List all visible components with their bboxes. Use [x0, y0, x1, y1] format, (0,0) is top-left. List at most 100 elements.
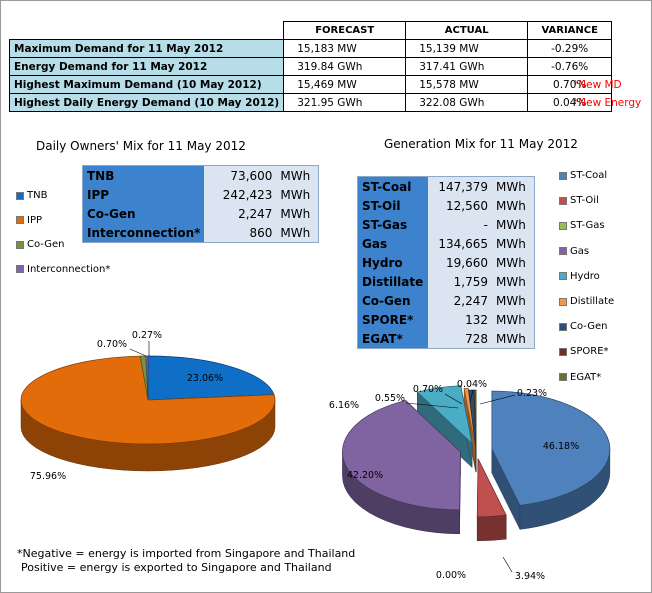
gen-name: ST-Coal — [357, 176, 428, 196]
new-md-note: *New MD — [573, 79, 622, 91]
owners-mix-title: Daily Owners' Mix for 11 May 2012 — [36, 139, 246, 153]
legend-swatch — [559, 297, 567, 306]
legend-swatch — [559, 272, 567, 281]
pie-label-leader — [129, 348, 147, 357]
owner-name: IPP — [82, 185, 205, 204]
pie-data-label: 0.00% — [436, 570, 466, 581]
pie-data-label: 0.55% — [375, 393, 405, 404]
pie-slice — [476, 458, 507, 518]
table-row: Energy Demand for 11 May 2012 319.84 GWh… — [8, 57, 613, 76]
legend-swatch — [559, 171, 567, 180]
legend-swatch — [16, 216, 24, 224]
gen-unit: MWh — [492, 234, 535, 253]
generation-mix-title: Generation Mix for 11 May 2012 — [384, 137, 578, 151]
table-row: Co-Gen 2,247 MWh — [357, 291, 535, 310]
pie-slice — [473, 389, 477, 449]
gen-value: 19,660 — [428, 253, 492, 272]
table-row: ST-Oil 12,560 MWh — [357, 196, 535, 215]
pie-label-leader — [469, 389, 474, 403]
row-label: Highest Maximum Demand (10 May 2012) — [8, 75, 285, 94]
legend-label: ST-Gas — [570, 220, 605, 232]
owner-name: Co-Gen — [82, 204, 205, 223]
pie-data-label: 0.23% — [517, 388, 547, 399]
legend-label: Hydro — [570, 270, 600, 282]
gen-name: ST-Oil — [357, 196, 428, 215]
legend-label: Gas — [570, 245, 590, 257]
pie-data-label: 75.96% — [30, 471, 66, 482]
gen-name: SPORE* — [357, 310, 428, 329]
legend-entry: Distillate — [559, 296, 614, 307]
row-label: Highest Daily Energy Demand (10 May 2012… — [8, 93, 285, 112]
gen-name: Distillate — [357, 272, 428, 291]
table-row: Highest Maximum Demand (10 May 2012) 15,… — [8, 75, 613, 94]
gen-value: 147,379 — [428, 176, 492, 196]
forecast-value: 319.84 GWh — [283, 57, 407, 76]
pie-data-label: 6.16% — [329, 400, 359, 411]
gen-value: 728 — [428, 329, 492, 349]
legend-label: TNB — [27, 190, 48, 201]
legend-entry: TNB — [16, 190, 47, 201]
legend-entry: SPORE* — [559, 346, 609, 357]
legend-swatch — [559, 373, 567, 382]
gen-unit: MWh — [492, 272, 535, 291]
owner-name: Interconnection* — [82, 223, 205, 243]
legend-swatch — [16, 191, 24, 200]
legend-entry: Gas — [559, 246, 589, 257]
forecast-value: 15,183 MW — [283, 39, 407, 58]
legend-entry: ST-Gas — [559, 220, 605, 231]
footnote: *Negative = energy is imported from Sing… — [17, 547, 355, 574]
owner-value: 860 — [204, 223, 277, 243]
legend-label: Co-Gen — [570, 321, 608, 333]
actual-value: 15,139 MW — [405, 39, 529, 58]
forecast-value: 15,469 MW — [283, 75, 407, 94]
table-row: Highest Daily Energy Demand (10 May 2012… — [8, 93, 613, 112]
owner-unit: MWh — [276, 185, 319, 204]
variance-value: -0.29% — [527, 39, 613, 58]
footnote-line-2: Positive = energy is exported to Singapo… — [21, 560, 332, 574]
pie-slice — [463, 387, 476, 447]
gen-value: 12,560 — [428, 196, 492, 215]
legend-label: IPP — [27, 214, 43, 226]
gen-unit: MWh — [492, 329, 535, 349]
gen-name: ST-Gas — [357, 215, 428, 234]
gen-name: Gas — [357, 234, 428, 253]
pie-label-leader — [444, 393, 463, 405]
gen-value: 134,665 — [428, 234, 492, 253]
actual-value: 15,578 MW — [405, 75, 529, 94]
legend-swatch — [559, 322, 567, 331]
table-row: Co-Gen 2,247 MWh — [82, 204, 319, 223]
legend-swatch — [559, 196, 567, 205]
variance-value: 0.70% — [527, 75, 613, 94]
pie-data-label: 42.20% — [347, 470, 383, 481]
legend-entry: ST-Oil — [559, 195, 599, 206]
variance-value: 0.04% — [527, 93, 613, 112]
pie-slice — [20, 355, 276, 445]
owner-value: 2,247 — [204, 204, 277, 223]
table-row: Distillate 1,759 MWh — [357, 272, 535, 291]
pie-label-leader — [502, 556, 513, 573]
table-row: ST-Coal 147,379 MWh — [357, 176, 535, 196]
pie-group: 23.06% 75.96% 0.70% 0.27% — [20, 330, 276, 482]
header-forecast: FORECAST — [283, 21, 407, 40]
forecast-value: 321.95 GWh — [283, 93, 407, 112]
generation-mix-table: ST-Coal 147,379 MWh ST-Oil 12,560 MWh ST-Gas… — [357, 176, 535, 349]
legend-label: ST-Coal — [570, 170, 608, 181]
owners-mix-table: TNB 73,600 MWh IPP 242,423 MWh Co-Gen 2,247 MW… — [82, 165, 320, 243]
gen-unit: MWh — [492, 196, 535, 215]
legend-entry: Co-Gen — [16, 239, 65, 250]
header-variance: VARIANCE — [527, 21, 613, 40]
legend-entry: IPP — [16, 215, 42, 226]
legend-label: SPORE* — [570, 346, 609, 358]
pie-slice-side — [476, 514, 507, 542]
owner-unit: MWh — [276, 223, 319, 243]
pie-slice — [491, 390, 611, 506]
legend-swatch — [559, 347, 567, 356]
gen-unit: MWh — [492, 176, 535, 196]
table-row: Gas 134,665 MWh — [357, 234, 535, 253]
gen-value: - — [428, 215, 492, 234]
pie-slice — [147, 355, 275, 401]
gen-value: 132 — [428, 310, 492, 329]
pie-label-leader — [479, 394, 516, 405]
actual-value: 317.41 GWh — [405, 57, 529, 76]
